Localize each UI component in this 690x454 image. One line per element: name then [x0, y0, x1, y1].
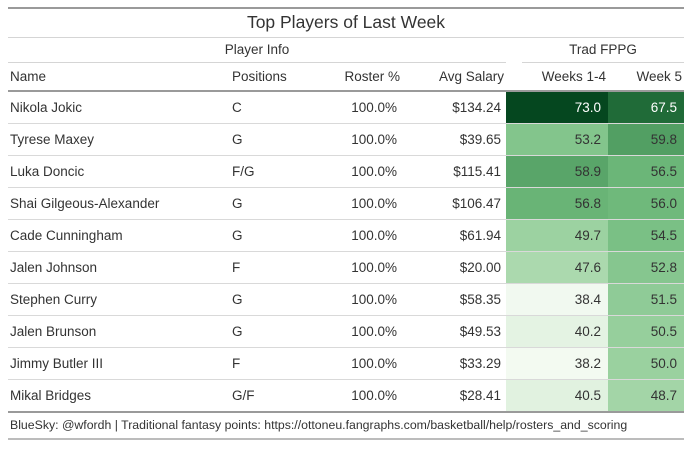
top-players-table: Top Players of Last Week Player Info Tra…: [8, 7, 685, 440]
table-body: Nikola Jokic C 100.0% $134.24 73.0 67.5 Tyrese…: [8, 91, 685, 411]
avg-salary-cell: $28.41: [402, 379, 507, 411]
table-row: Mikal Bridges G/F 100.0% $28.41 40.5 48.7: [8, 379, 685, 411]
weeks-1-4-value-cell: 38.4: [506, 283, 609, 316]
column-header-name: Name: [8, 63, 230, 92]
player-name-cell: Stephen Curry: [8, 283, 230, 316]
player-name-cell: Luka Doncic: [8, 155, 230, 188]
roster-pct-cell: 100.0%: [310, 315, 402, 348]
table-row: Jimmy Butler III F 100.0% $33.29 38.2 50.0: [8, 347, 685, 380]
weeks-1-4-value-cell: 40.5: [506, 379, 609, 411]
table-title: Top Players of Last Week: [8, 7, 684, 38]
weeks-1-4-value-cell: 73.0: [506, 91, 609, 124]
table-row: Jalen Brunson G 100.0% $49.53 40.2 50.5: [8, 315, 685, 348]
week-5-value-cell: 56.0: [608, 187, 685, 220]
player-name-cell: Jalen Johnson: [8, 251, 230, 284]
avg-salary-cell: $115.41: [402, 155, 507, 188]
avg-salary-cell: $106.47: [402, 187, 507, 220]
week-5-value-cell: 67.5: [608, 91, 685, 124]
avg-salary-cell: $58.35: [402, 283, 507, 316]
positions-cell: G: [230, 315, 310, 348]
weeks-1-4-value-cell: 58.9: [506, 155, 609, 188]
column-header-positions: Positions: [230, 63, 310, 92]
positions-cell: G: [230, 219, 310, 252]
player-name-cell: Mikal Bridges: [8, 379, 230, 411]
player-name-cell: Tyrese Maxey: [8, 123, 230, 156]
week-5-value-cell: 48.7: [608, 379, 685, 411]
column-header-avg-salary: Avg Salary: [402, 63, 507, 92]
player-name-cell: Jimmy Butler III: [8, 347, 230, 380]
player-name-cell: Jalen Brunson: [8, 315, 230, 348]
weeks-1-4-value-cell: 38.2: [506, 347, 609, 380]
positions-cell: F: [230, 251, 310, 284]
positions-cell: G: [230, 123, 310, 156]
roster-pct-cell: 100.0%: [310, 123, 402, 156]
player-name-cell: Shai Gilgeous-Alexander: [8, 187, 230, 220]
weeks-1-4-value-cell: 49.7: [506, 219, 609, 252]
column-header-week-5: Week 5: [608, 63, 685, 92]
column-header-weeks-1-4: Weeks 1-4: [506, 63, 609, 92]
roster-pct-cell: 100.0%: [310, 251, 402, 284]
positions-cell: F/G: [230, 155, 310, 188]
week-5-value-cell: 50.0: [608, 347, 685, 380]
avg-salary-cell: $39.65: [402, 123, 507, 156]
positions-cell: G: [230, 283, 310, 316]
weeks-1-4-value-cell: 56.8: [506, 187, 609, 220]
roster-pct-cell: 100.0%: [310, 155, 402, 188]
avg-salary-cell: $61.94: [402, 219, 507, 252]
roster-pct-cell: 100.0%: [351, 99, 397, 115]
avg-salary-cell: $134.24: [452, 99, 502, 115]
table-row: Luka Doncic F/G 100.0% $115.41 58.9 56.5: [8, 155, 685, 188]
column-group-row: Player Info Trad FPPG: [8, 38, 685, 63]
table-row: Cade Cunningham G 100.0% $61.94 49.7 54.5: [8, 219, 685, 252]
roster-pct-cell: 100.0%: [310, 219, 402, 252]
column-group-player-info-label: Player Info: [8, 42, 507, 63]
players-data-table: Player Info Trad FPPG Name Positions Ros…: [8, 38, 685, 411]
week-5-value-cell: 52.8: [608, 251, 685, 284]
column-group-player-info: Player Info: [8, 38, 507, 63]
column-header-row: Name Positions Roster % Avg Salary Weeks…: [8, 63, 685, 92]
weeks-1-4-value-cell: 40.2: [506, 315, 609, 348]
roster-pct-cell: 100.0%: [310, 187, 402, 220]
table-row: Tyrese Maxey G 100.0% $39.65 53.2 59.8: [8, 123, 685, 156]
week-5-value-cell: 50.5: [608, 315, 685, 348]
table-row: Nikola Jokic C 100.0% $134.24 73.0 67.5: [8, 91, 685, 124]
positions-cell: F: [230, 347, 310, 380]
positions-cell: G/F: [230, 379, 310, 411]
column-group-trad-fppg-label: Trad FPPG: [522, 42, 685, 63]
weeks-1-4-value-cell: 53.2: [506, 123, 609, 156]
table-row: Jalen Johnson F 100.0% $20.00 47.6 52.8: [8, 251, 685, 284]
week-5-value-cell: 59.8: [608, 123, 685, 156]
week-5-value-cell: 54.5: [608, 219, 685, 252]
positions-cell: C: [232, 99, 242, 115]
column-header-roster-pct: Roster %: [310, 63, 402, 92]
week-5-value-cell: 56.5: [608, 155, 685, 188]
table-row: Stephen Curry G 100.0% $58.35 38.4 51.5: [8, 283, 685, 316]
positions-cell: G: [230, 187, 310, 220]
column-group-trad-fppg: Trad FPPG: [506, 38, 685, 63]
source-note: BlueSky: @wfordh | Traditional fantasy p…: [8, 411, 684, 440]
player-name-cell: Nikola Jokic: [10, 99, 83, 115]
roster-pct-cell: 100.0%: [310, 347, 402, 380]
avg-salary-cell: $49.53: [402, 315, 507, 348]
roster-pct-cell: 100.0%: [310, 283, 402, 316]
week-5-value-cell: 51.5: [608, 283, 685, 316]
avg-salary-cell: $33.29: [402, 347, 507, 380]
table-row: Shai Gilgeous-Alexander G 100.0% $106.47 56.…: [8, 187, 685, 220]
roster-pct-cell: 100.0%: [310, 379, 402, 411]
avg-salary-cell: $20.00: [402, 251, 507, 284]
weeks-1-4-value-cell: 47.6: [506, 251, 609, 284]
player-name-cell: Cade Cunningham: [8, 219, 230, 252]
